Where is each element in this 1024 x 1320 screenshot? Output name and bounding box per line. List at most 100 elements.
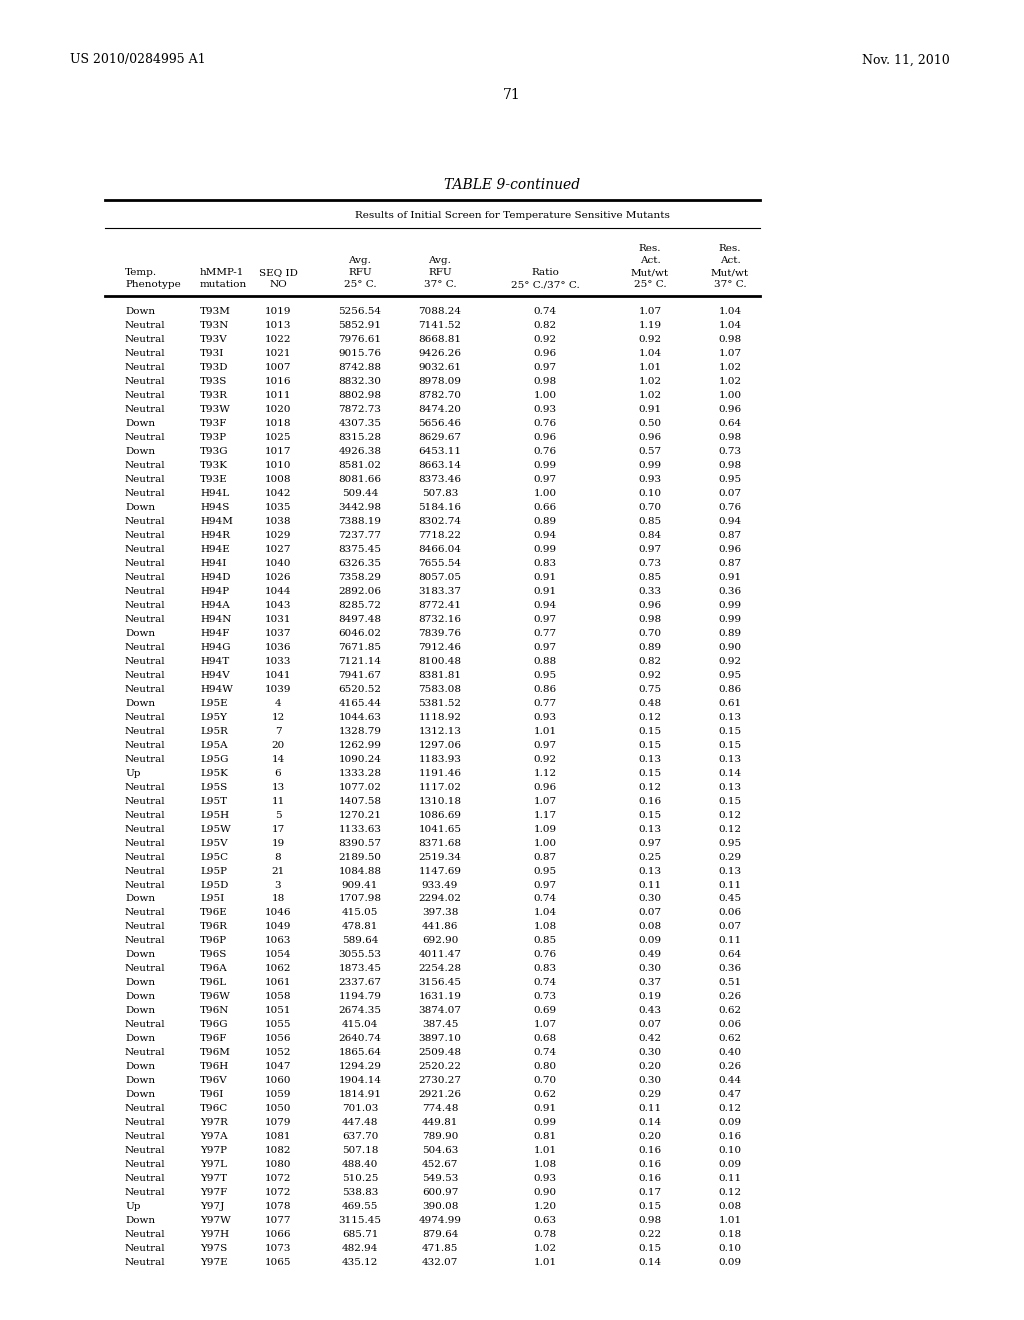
Text: 1.04: 1.04 xyxy=(719,308,741,315)
Text: Avg.: Avg. xyxy=(429,256,452,265)
Text: T96F: T96F xyxy=(200,1035,227,1043)
Text: 2254.28: 2254.28 xyxy=(419,965,462,973)
Text: 1042: 1042 xyxy=(265,488,291,498)
Text: hMMP-1: hMMP-1 xyxy=(200,268,245,277)
Text: Neutral: Neutral xyxy=(125,1230,166,1239)
Text: 4307.35: 4307.35 xyxy=(339,418,382,428)
Text: 0.11: 0.11 xyxy=(719,1175,741,1183)
Text: 0.15: 0.15 xyxy=(638,768,662,777)
Text: 0.89: 0.89 xyxy=(638,643,662,652)
Text: 1036: 1036 xyxy=(265,643,291,652)
Text: T96G: T96G xyxy=(200,1020,228,1030)
Text: 0.15: 0.15 xyxy=(638,1245,662,1253)
Text: 7912.46: 7912.46 xyxy=(419,643,462,652)
Text: 0.30: 0.30 xyxy=(638,965,662,973)
Text: 8474.20: 8474.20 xyxy=(419,405,462,414)
Text: 7088.24: 7088.24 xyxy=(419,308,462,315)
Text: 0.93: 0.93 xyxy=(534,1175,557,1183)
Text: 0.93: 0.93 xyxy=(638,475,662,484)
Text: 1055: 1055 xyxy=(265,1020,291,1030)
Text: 2674.35: 2674.35 xyxy=(339,1006,382,1015)
Text: 1865.64: 1865.64 xyxy=(339,1048,382,1057)
Text: 0.30: 0.30 xyxy=(638,1048,662,1057)
Text: 0.96: 0.96 xyxy=(719,545,741,554)
Text: 0.12: 0.12 xyxy=(638,783,662,792)
Text: 482.94: 482.94 xyxy=(342,1245,378,1253)
Text: 0.13: 0.13 xyxy=(719,755,741,764)
Text: Down: Down xyxy=(125,895,155,903)
Text: 1.07: 1.07 xyxy=(638,308,662,315)
Text: Neutral: Neutral xyxy=(125,531,166,540)
Text: 0.80: 0.80 xyxy=(534,1063,557,1072)
Text: 507.18: 507.18 xyxy=(342,1146,378,1155)
Text: 1328.79: 1328.79 xyxy=(339,727,382,735)
Text: 2520.22: 2520.22 xyxy=(419,1063,462,1072)
Text: Down: Down xyxy=(125,978,155,987)
Text: 1.00: 1.00 xyxy=(534,391,557,400)
Text: 8390.57: 8390.57 xyxy=(339,838,382,847)
Text: H94G: H94G xyxy=(200,643,230,652)
Text: 0.84: 0.84 xyxy=(638,531,662,540)
Text: L95P: L95P xyxy=(200,866,227,875)
Text: 478.81: 478.81 xyxy=(342,923,378,932)
Text: 4926.38: 4926.38 xyxy=(339,447,382,455)
Text: 8373.46: 8373.46 xyxy=(419,475,462,484)
Text: Neutral: Neutral xyxy=(125,433,166,442)
Text: 7976.61: 7976.61 xyxy=(339,335,382,345)
Text: H94N: H94N xyxy=(200,615,231,624)
Text: 0.40: 0.40 xyxy=(719,1048,741,1057)
Text: 8782.70: 8782.70 xyxy=(419,391,462,400)
Text: 8832.30: 8832.30 xyxy=(339,378,382,385)
Text: 8497.48: 8497.48 xyxy=(339,615,382,624)
Text: 1118.92: 1118.92 xyxy=(419,713,462,722)
Text: 1039: 1039 xyxy=(265,685,291,694)
Text: 0.10: 0.10 xyxy=(638,488,662,498)
Text: 8629.67: 8629.67 xyxy=(419,433,462,442)
Text: 7872.73: 7872.73 xyxy=(339,405,382,414)
Text: US 2010/0284995 A1: US 2010/0284995 A1 xyxy=(70,54,206,66)
Text: L95V: L95V xyxy=(200,838,227,847)
Text: 7941.67: 7941.67 xyxy=(339,671,382,680)
Text: 1059: 1059 xyxy=(265,1090,291,1100)
Text: Results of Initial Screen for Temperature Sensitive Mutants: Results of Initial Screen for Temperatur… xyxy=(354,210,670,219)
Text: Y97J: Y97J xyxy=(200,1203,224,1212)
Text: 1016: 1016 xyxy=(265,378,291,385)
Text: 8057.05: 8057.05 xyxy=(419,573,462,582)
Text: 1007: 1007 xyxy=(265,363,291,372)
Text: 0.26: 0.26 xyxy=(719,993,741,1002)
Text: 2189.50: 2189.50 xyxy=(339,853,382,862)
Text: T96L: T96L xyxy=(200,978,227,987)
Text: Temp.: Temp. xyxy=(125,268,157,277)
Text: 0.95: 0.95 xyxy=(719,671,741,680)
Text: Neutral: Neutral xyxy=(125,923,166,932)
Text: 9426.26: 9426.26 xyxy=(419,348,462,358)
Text: 0.70: 0.70 xyxy=(638,503,662,512)
Text: Neutral: Neutral xyxy=(125,363,166,372)
Text: 0.62: 0.62 xyxy=(719,1006,741,1015)
Text: 1312.13: 1312.13 xyxy=(419,727,462,735)
Text: 0.76: 0.76 xyxy=(534,418,557,428)
Text: L95H: L95H xyxy=(200,810,229,820)
Text: 8285.72: 8285.72 xyxy=(339,601,382,610)
Text: Act.: Act. xyxy=(640,256,660,265)
Text: Down: Down xyxy=(125,1090,155,1100)
Text: Neutral: Neutral xyxy=(125,908,166,917)
Text: T93W: T93W xyxy=(200,405,230,414)
Text: 1147.69: 1147.69 xyxy=(419,866,462,875)
Text: 0.97: 0.97 xyxy=(638,545,662,554)
Text: 0.98: 0.98 xyxy=(534,378,557,385)
Text: 1297.06: 1297.06 xyxy=(419,741,462,750)
Text: Neutral: Neutral xyxy=(125,671,166,680)
Text: Down: Down xyxy=(125,1216,155,1225)
Text: 549.53: 549.53 xyxy=(422,1175,458,1183)
Text: 8: 8 xyxy=(274,853,282,862)
Text: 0.95: 0.95 xyxy=(719,838,741,847)
Text: 2509.48: 2509.48 xyxy=(419,1048,462,1057)
Text: 0.66: 0.66 xyxy=(534,503,557,512)
Text: 435.12: 435.12 xyxy=(342,1258,378,1267)
Text: 1.09: 1.09 xyxy=(534,825,557,833)
Text: 9032.61: 9032.61 xyxy=(419,363,462,372)
Text: T96M: T96M xyxy=(200,1048,230,1057)
Text: 0.76: 0.76 xyxy=(534,447,557,455)
Text: 1062: 1062 xyxy=(265,965,291,973)
